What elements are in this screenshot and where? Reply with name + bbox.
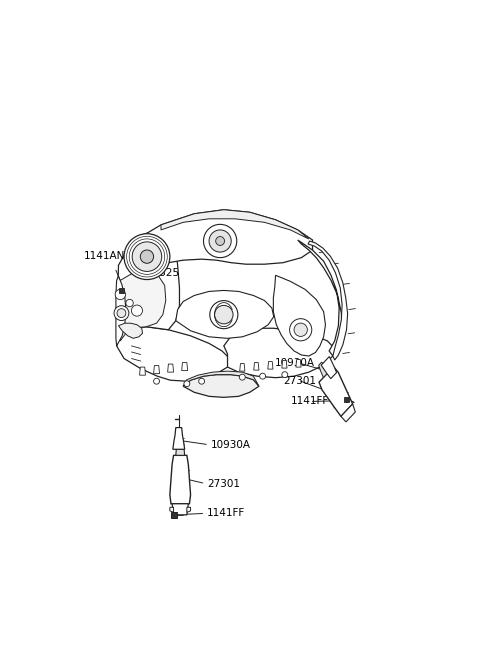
Text: 27301: 27301 bbox=[207, 479, 240, 489]
Polygon shape bbox=[187, 508, 191, 512]
Polygon shape bbox=[319, 362, 329, 377]
Polygon shape bbox=[176, 440, 185, 455]
Circle shape bbox=[124, 234, 170, 280]
Polygon shape bbox=[344, 398, 349, 402]
Polygon shape bbox=[298, 240, 342, 356]
Polygon shape bbox=[268, 362, 273, 369]
Polygon shape bbox=[296, 360, 301, 367]
Polygon shape bbox=[341, 404, 355, 422]
Circle shape bbox=[216, 236, 225, 246]
Polygon shape bbox=[154, 365, 159, 373]
Polygon shape bbox=[254, 363, 259, 370]
Circle shape bbox=[210, 301, 238, 329]
Text: 1141FF: 1141FF bbox=[291, 396, 329, 406]
Polygon shape bbox=[132, 210, 312, 271]
Polygon shape bbox=[170, 455, 191, 504]
Circle shape bbox=[117, 309, 126, 318]
Circle shape bbox=[204, 225, 237, 257]
Polygon shape bbox=[161, 210, 309, 239]
Polygon shape bbox=[308, 241, 348, 360]
Circle shape bbox=[132, 242, 162, 271]
Circle shape bbox=[289, 319, 312, 341]
Circle shape bbox=[154, 378, 159, 384]
Polygon shape bbox=[319, 367, 353, 417]
Polygon shape bbox=[119, 323, 143, 339]
Polygon shape bbox=[173, 428, 185, 449]
Polygon shape bbox=[282, 360, 287, 368]
Polygon shape bbox=[120, 271, 166, 341]
Circle shape bbox=[132, 305, 143, 316]
Circle shape bbox=[282, 371, 288, 378]
Circle shape bbox=[215, 305, 233, 324]
Polygon shape bbox=[117, 327, 231, 381]
Circle shape bbox=[114, 306, 129, 320]
Polygon shape bbox=[240, 364, 245, 371]
Polygon shape bbox=[176, 290, 274, 339]
Text: 27301: 27301 bbox=[283, 376, 316, 386]
Circle shape bbox=[126, 299, 133, 307]
Circle shape bbox=[240, 374, 245, 380]
Circle shape bbox=[199, 378, 204, 384]
Circle shape bbox=[260, 373, 265, 379]
Circle shape bbox=[115, 290, 125, 299]
Polygon shape bbox=[182, 363, 188, 371]
Text: 1141FF: 1141FF bbox=[207, 508, 245, 518]
Circle shape bbox=[294, 323, 307, 337]
Text: 10930A: 10930A bbox=[211, 440, 251, 450]
Text: 1141AN: 1141AN bbox=[84, 251, 125, 261]
Polygon shape bbox=[183, 375, 259, 398]
Polygon shape bbox=[119, 288, 124, 293]
Polygon shape bbox=[170, 508, 174, 512]
Polygon shape bbox=[172, 504, 188, 515]
Circle shape bbox=[140, 250, 154, 263]
Circle shape bbox=[209, 230, 231, 252]
Polygon shape bbox=[140, 367, 145, 375]
Polygon shape bbox=[273, 275, 325, 356]
Polygon shape bbox=[224, 328, 335, 378]
Polygon shape bbox=[183, 371, 259, 386]
Text: 27325: 27325 bbox=[146, 268, 180, 278]
Polygon shape bbox=[117, 233, 180, 346]
Polygon shape bbox=[321, 356, 336, 379]
Polygon shape bbox=[168, 364, 174, 372]
Circle shape bbox=[184, 381, 190, 386]
Polygon shape bbox=[171, 512, 177, 518]
Text: 10930A: 10930A bbox=[275, 358, 315, 367]
Polygon shape bbox=[116, 276, 126, 346]
